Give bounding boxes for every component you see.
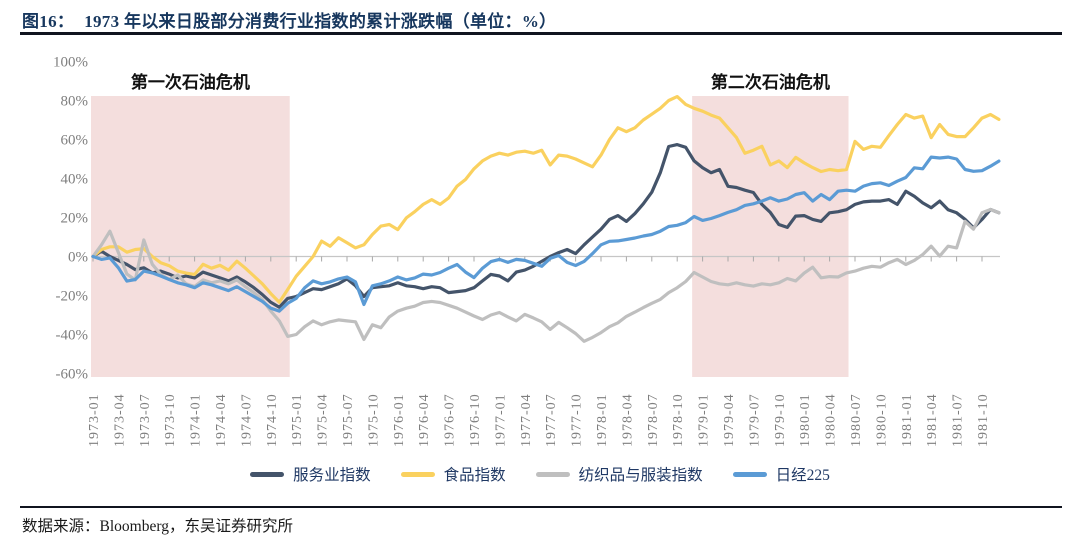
- x-axis-label: 1974-01: [189, 393, 204, 447]
- x-axis-label: 1978-07: [646, 393, 661, 447]
- x-axis-label: 1974-04: [214, 393, 229, 447]
- x-axis-label: 1981-04: [925, 393, 940, 447]
- figure-title-text: 1973 年以来日股部分消费行业指数的累计涨跌幅（单位：%）: [84, 12, 557, 31]
- x-axis-label: 1978-01: [595, 393, 610, 447]
- figure-title: 图16： 1973 年以来日股部分消费行业指数的累计涨跌幅（单位：%）: [22, 7, 556, 32]
- x-axis-label: 1977-01: [493, 393, 508, 447]
- figure-number-label: 图16：: [22, 12, 75, 31]
- x-axis-label: 1981-01: [900, 393, 915, 447]
- x-axis-label: 1973-10: [163, 393, 178, 447]
- legend-item-services: 服务业指数: [250, 463, 371, 485]
- x-axis-label: 1976-07: [443, 393, 458, 447]
- x-axis-label: 1973-07: [138, 393, 153, 447]
- y-axis-label: 60%: [61, 133, 89, 149]
- legend-item-food: 食品指数: [400, 463, 506, 485]
- x-axis-label: 1978-04: [620, 393, 635, 447]
- textiles-apparel-legend-label: 纺织品与服装指数: [578, 467, 703, 484]
- x-axis-label: 1979-07: [747, 393, 762, 447]
- data-source-text: 数据来源：Bloomberg，东吴证券研究所: [22, 518, 293, 535]
- second-oil-crisis-annotation: 第二次石油危机: [711, 72, 830, 92]
- x-axis-label: 1976-04: [417, 393, 432, 447]
- textiles-apparel-legend-swatch: [535, 471, 570, 477]
- x-axis-label: 1975-04: [316, 393, 331, 447]
- food-legend-label: 食品指数: [443, 467, 506, 484]
- x-axis-label: 1974-07: [239, 393, 254, 447]
- y-axis-label: -20%: [56, 289, 89, 305]
- first-oil-crisis-annotation: 第一次石油危机: [131, 72, 250, 92]
- textiles-apparel-line: [91, 207, 1001, 343]
- x-axis-label: 1979-10: [773, 393, 788, 447]
- services-legend-label: 服务业指数: [293, 467, 371, 484]
- x-axis-label: 1981-10: [976, 393, 991, 447]
- legend-item-textiles-apparel: 纺织品与服装指数: [535, 463, 703, 485]
- x-axis-label: 1975-10: [366, 393, 381, 447]
- x-axis-label: 1973-04: [112, 393, 127, 447]
- x-axis-label: 1979-04: [722, 393, 737, 447]
- x-axis-label: 1976-10: [468, 393, 483, 447]
- y-axis-label: -60%: [56, 367, 89, 383]
- nikkei-225-line: [91, 155, 1001, 313]
- nikkei-225-legend-label: 日经225: [775, 467, 830, 484]
- x-axis-label: 1974-10: [265, 393, 280, 447]
- x-axis-label: 1977-04: [519, 393, 534, 447]
- x-axis-label: 1975-01: [290, 393, 305, 447]
- bottom-divider-rule: [20, 506, 1062, 508]
- x-axis-label: 1978-10: [671, 393, 686, 447]
- x-axis-label: 1980-01: [798, 393, 813, 447]
- services-line: [91, 143, 1001, 309]
- legend-item-nikkei-225: 日经225: [732, 463, 830, 485]
- food-legend-swatch: [400, 471, 435, 477]
- x-axis-label: 1976-01: [392, 393, 407, 447]
- y-axis-label: -40%: [56, 328, 89, 344]
- x-axis-label: 1980-10: [874, 393, 889, 447]
- x-axis-label: 1977-07: [544, 393, 559, 447]
- y-axis-label: 20%: [61, 211, 89, 227]
- second-oil-crisis-region: [692, 96, 849, 377]
- y-axis-label: 80%: [61, 94, 89, 110]
- y-axis-label: 100%: [53, 55, 88, 71]
- chart-legend: 服务业指数 食品指数 纺织品与服装指数 日经225: [0, 463, 1080, 485]
- top-divider-rule: [20, 32, 1062, 35]
- first-oil-crisis-region: [91, 96, 290, 377]
- food-line: [91, 94, 1001, 304]
- y-axis-label: 40%: [61, 172, 89, 188]
- services-legend-swatch: [250, 471, 285, 477]
- x-axis-label: 1981-07: [951, 393, 966, 447]
- x-axis-label: 1980-07: [849, 393, 864, 447]
- y-axis-label: 0%: [68, 250, 88, 266]
- x-axis-label: 1973-01: [87, 393, 102, 447]
- x-axis-label: 1979-01: [697, 393, 712, 447]
- x-axis-label: 1977-10: [570, 393, 585, 447]
- x-axis-label: 1980-04: [824, 393, 839, 447]
- x-axis-label: 1975-07: [341, 393, 356, 447]
- nikkei-225-legend-swatch: [732, 471, 767, 477]
